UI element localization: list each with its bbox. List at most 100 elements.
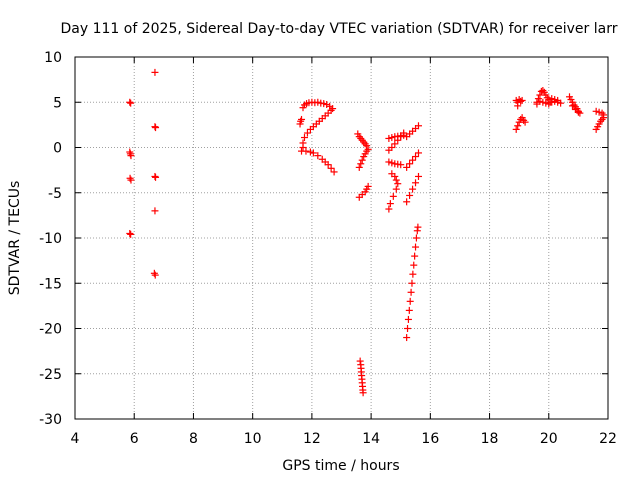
data-point bbox=[412, 243, 420, 251]
data-point bbox=[514, 102, 522, 110]
data-point bbox=[595, 108, 603, 116]
y-tick-label: 5 bbox=[53, 95, 62, 111]
data-point bbox=[364, 145, 372, 153]
y-tick-label: 10 bbox=[44, 50, 62, 66]
x-tick-label: 20 bbox=[540, 431, 558, 447]
data-point bbox=[411, 252, 419, 260]
y-axis-label: SDTVAR / TECUs bbox=[7, 181, 23, 296]
data-point bbox=[126, 174, 134, 182]
data-point bbox=[309, 149, 317, 157]
data-point bbox=[389, 192, 397, 200]
data-point bbox=[405, 306, 413, 314]
data-point bbox=[406, 160, 414, 168]
data-point bbox=[300, 134, 308, 142]
x-tick-label: 12 bbox=[303, 431, 321, 447]
data-point bbox=[551, 96, 559, 104]
x-axis-label: GPS time / hours bbox=[282, 458, 399, 474]
data-point bbox=[126, 229, 134, 237]
data-point bbox=[388, 144, 396, 151]
data-point bbox=[359, 389, 367, 397]
data-point bbox=[126, 98, 134, 106]
data-point bbox=[404, 315, 412, 323]
x-tick-label: 6 bbox=[130, 431, 139, 447]
data-point bbox=[127, 152, 135, 160]
data-point bbox=[391, 140, 399, 148]
x-tick-label: 22 bbox=[599, 431, 617, 447]
data-point bbox=[536, 97, 544, 105]
data-point bbox=[406, 191, 414, 199]
data-point bbox=[306, 125, 314, 133]
data-point bbox=[150, 269, 158, 277]
data-point bbox=[574, 108, 582, 116]
grid bbox=[75, 57, 608, 419]
data-point bbox=[152, 173, 160, 181]
y-tick-label: -5 bbox=[48, 186, 62, 202]
data-point bbox=[298, 115, 306, 123]
data-point bbox=[409, 156, 417, 164]
data-point bbox=[514, 122, 522, 130]
y-tick-labels: 10 5 0 -5 -10 -15 -20 -25 -30 bbox=[39, 50, 62, 428]
x-tick-label: 14 bbox=[362, 431, 380, 447]
data-point bbox=[517, 97, 525, 105]
data-point bbox=[358, 156, 366, 164]
data-point bbox=[568, 102, 576, 110]
data-point bbox=[403, 198, 411, 206]
data-point bbox=[357, 160, 365, 168]
data-point bbox=[152, 124, 160, 132]
data-point bbox=[330, 168, 338, 176]
y-tick-label: -30 bbox=[39, 412, 62, 428]
x-tick-label: 10 bbox=[244, 431, 262, 447]
data-point bbox=[521, 118, 529, 126]
data-point bbox=[512, 125, 520, 133]
data-point bbox=[127, 176, 135, 184]
data-point bbox=[385, 158, 393, 166]
data-point bbox=[406, 297, 414, 305]
data-point bbox=[314, 152, 322, 160]
x-tick-label: 8 bbox=[189, 431, 198, 447]
data-point bbox=[391, 172, 399, 180]
data-point bbox=[327, 164, 335, 172]
data-points bbox=[126, 68, 608, 397]
data-point bbox=[542, 99, 550, 107]
x-tick-label: 18 bbox=[481, 431, 499, 447]
data-point bbox=[386, 200, 394, 208]
data-point bbox=[303, 129, 311, 137]
data-point bbox=[409, 270, 417, 278]
data-point bbox=[397, 161, 405, 169]
y-tick-label: -25 bbox=[39, 367, 62, 383]
data-point bbox=[412, 153, 420, 161]
data-point bbox=[412, 179, 420, 187]
x-tick-label: 4 bbox=[71, 431, 80, 447]
data-point bbox=[403, 334, 411, 342]
data-point bbox=[414, 223, 422, 231]
x-tick-labels: 4 6 8 10 12 14 16 18 20 22 bbox=[71, 431, 617, 447]
data-point bbox=[400, 129, 408, 137]
data-point bbox=[414, 172, 422, 180]
data-point bbox=[355, 163, 363, 171]
data-point bbox=[385, 134, 393, 142]
data-point bbox=[151, 207, 159, 215]
data-point bbox=[536, 91, 544, 99]
data-point bbox=[410, 261, 418, 269]
data-point bbox=[518, 96, 526, 104]
data-point bbox=[409, 185, 417, 193]
data-point bbox=[364, 182, 372, 190]
data-point bbox=[299, 144, 307, 151]
data-point bbox=[392, 176, 400, 184]
data-point bbox=[407, 288, 415, 296]
data-point bbox=[127, 99, 135, 107]
data-point bbox=[537, 87, 545, 95]
y-tick-label: -15 bbox=[39, 276, 62, 292]
data-point bbox=[408, 279, 416, 287]
data-point bbox=[600, 114, 608, 122]
data-point bbox=[403, 163, 411, 171]
data-point bbox=[397, 133, 405, 141]
data-point bbox=[314, 98, 322, 106]
data-point bbox=[127, 230, 135, 238]
data-point bbox=[414, 122, 422, 130]
data-point bbox=[306, 148, 314, 156]
data-point bbox=[151, 68, 159, 76]
axis-ticks bbox=[74, 56, 609, 420]
y-tick-label: -20 bbox=[39, 322, 62, 338]
